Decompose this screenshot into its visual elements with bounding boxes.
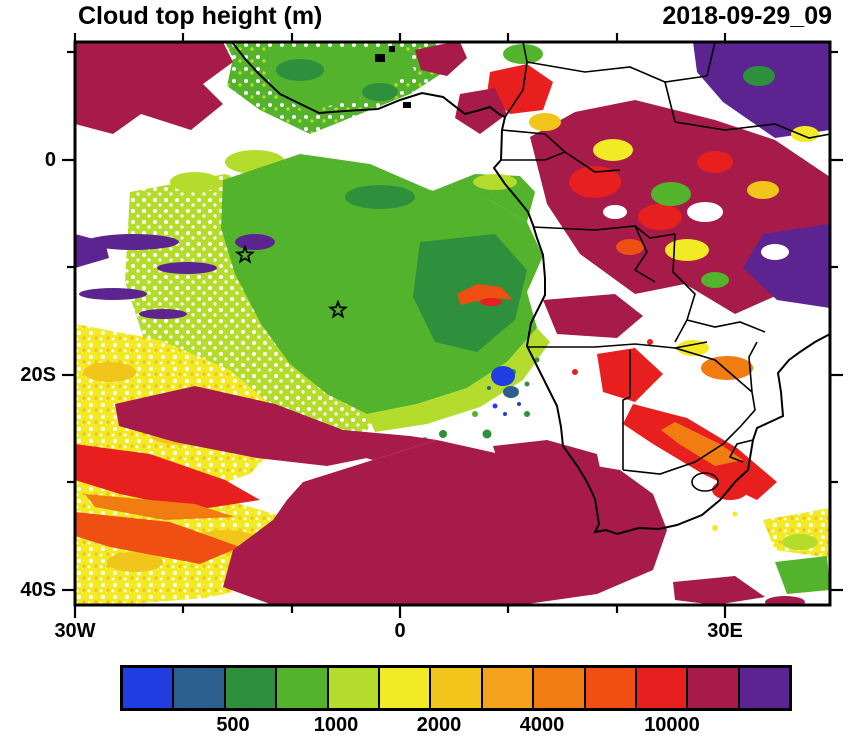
cloud-field <box>75 42 830 605</box>
colorbar-cell <box>739 668 790 708</box>
colorbar-cell <box>534 668 586 708</box>
y-tick-label-0: 0 <box>44 149 56 171</box>
colorbar-label-10000: 10000 <box>644 714 700 736</box>
y-tick-label-20s: 20S <box>20 364 56 386</box>
colorbar-cell <box>277 668 329 708</box>
colorbar-cell <box>225 668 278 708</box>
colorbar-label-500: 500 <box>216 714 250 736</box>
x-tick-label-30e: 30E <box>707 620 743 642</box>
colorbar-cell <box>431 668 483 708</box>
colorbar-label-2000: 2000 <box>416 714 462 736</box>
page-title: Cloud top height (m) <box>78 2 323 30</box>
colorbar-label-1000: 1000 <box>313 714 359 736</box>
colorbar-cell <box>585 668 637 708</box>
map-frame <box>73 40 832 607</box>
colorbar-cell <box>482 668 535 708</box>
x-tick-label-30w: 30W <box>54 620 96 642</box>
colorbar-label-4000: 4000 <box>519 714 565 736</box>
colorbar-cell <box>379 668 432 708</box>
colorbar-cell <box>688 668 740 708</box>
colorbar <box>120 665 792 711</box>
y-tick-label-40s: 40S <box>20 579 56 601</box>
figure-timestamp: 2018-09-29_09 <box>662 2 832 30</box>
africa-coastline <box>231 42 830 536</box>
x-tick-label-0: 0 <box>394 620 406 642</box>
country-borders <box>501 42 830 492</box>
colorbar-cell <box>636 668 689 708</box>
colorbar-cell <box>174 668 226 708</box>
colorbar-cell <box>123 668 175 708</box>
colorbar-cell <box>328 668 380 708</box>
axis-ticks <box>62 33 843 618</box>
